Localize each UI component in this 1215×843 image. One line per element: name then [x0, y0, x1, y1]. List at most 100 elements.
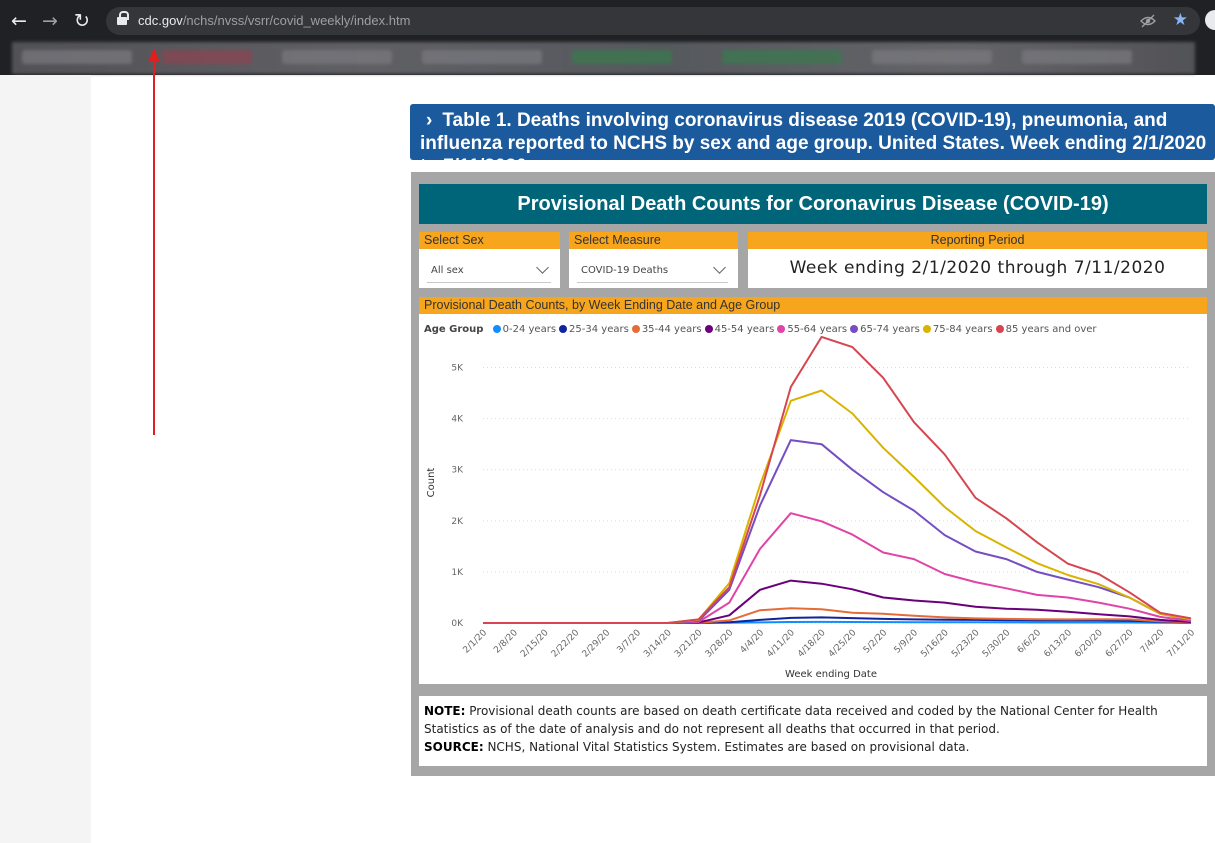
legend-dot-icon — [704, 325, 713, 333]
reporting-period-title: Reporting Period — [748, 232, 1207, 249]
x-tick-label: 2/29/20 — [581, 628, 613, 660]
legend-dot-icon — [559, 325, 568, 333]
y-tick-label: 2K — [451, 517, 464, 527]
measure-slicer-title: Select Measure — [569, 232, 738, 249]
x-tick-label: 4/18/20 — [796, 628, 828, 660]
legend-label: 0-24 years — [502, 324, 557, 335]
legend-dot-icon — [777, 325, 786, 333]
x-tick-label: 3/14/20 — [642, 628, 674, 660]
sex-slicer-title: Select Sex — [419, 232, 560, 249]
table-1-toggle[interactable]: › Table 1. Deaths involving coronavirus d… — [410, 104, 1215, 177]
legend-label: 25-34 years — [569, 324, 629, 335]
x-tick-label: 3/28/20 — [704, 628, 736, 660]
x-tick-label: 7/11/20 — [1166, 628, 1198, 660]
legend-item[interactable]: 25-34 years — [559, 324, 629, 335]
x-tick-label: 2/1/20 — [462, 628, 490, 656]
y-tick-label: 0K — [451, 619, 464, 629]
browser-toolbar: ← → ↻ cdc.gov/nchs/nvss/vsrr/covid_weekl… — [0, 0, 1215, 75]
legend-item[interactable]: 65-74 years — [850, 324, 920, 335]
legend-dot-icon — [492, 325, 501, 333]
measure-dropdown[interactable]: COVID-19 Deaths — [577, 259, 728, 283]
url-text[interactable]: cdc.gov/nchs/nvss/vsrr/covid_weekly/inde… — [138, 13, 410, 28]
x-tick-label: 6/6/20 — [1016, 628, 1044, 656]
legend-label: 65-74 years — [860, 324, 920, 335]
x-tick-label: 2/15/20 — [519, 628, 551, 660]
sex-dropdown[interactable]: All sex — [427, 259, 551, 283]
legend-dot-icon — [922, 325, 931, 333]
source-label: SOURCE: — [424, 740, 484, 754]
y-axis-title: Count — [426, 468, 437, 498]
x-tick-label: 2/8/20 — [492, 628, 520, 656]
line-chart-panel: Provisional Death Counts, by Week Ending… — [419, 297, 1207, 684]
legend-label: 35-44 years — [641, 324, 702, 335]
url-host: cdc.gov — [138, 13, 183, 28]
reload-icon[interactable]: ↻ — [74, 10, 90, 32]
y-tick-label: 5K — [451, 364, 464, 374]
reporting-period-card: Reporting Period Week ending 2/1/2020 th… — [748, 232, 1207, 288]
x-axis-title: Week ending Date — [785, 669, 877, 680]
reporting-period-value: Week ending 2/1/2020 through 7/11/2020 — [789, 258, 1166, 278]
legend-label: 75-84 years — [932, 324, 993, 335]
x-tick-label: 5/16/20 — [919, 628, 951, 660]
y-tick-label: 4K — [451, 415, 464, 425]
legend-item[interactable]: 55-64 years — [777, 324, 847, 335]
x-tick-label: 6/13/20 — [1042, 628, 1074, 660]
x-tick-label: 5/23/20 — [950, 628, 982, 660]
report-banner: Provisional Death Counts for Coronavirus… — [419, 184, 1207, 224]
x-tick-label: 5/9/20 — [893, 628, 921, 656]
table-1-title: Table 1. Deaths involving coronavirus di… — [420, 110, 1207, 177]
legend-item[interactable]: 45-54 years — [704, 324, 775, 335]
x-tick-label: 6/20/20 — [1073, 628, 1105, 660]
x-tick-label: 4/25/20 — [827, 628, 859, 660]
lock-icon — [117, 11, 129, 26]
legend-item[interactable]: 0-24 years — [492, 324, 557, 335]
series-line[interactable] — [483, 389, 1192, 624]
x-tick-label: 5/2/20 — [862, 628, 890, 656]
y-tick-label: 3K — [451, 466, 464, 476]
legend-title: Age Group — [424, 324, 484, 335]
legend-item[interactable]: 35-44 years — [631, 324, 702, 335]
red-annotation-arrow — [148, 48, 160, 435]
legend-label: 85 years and over — [1005, 324, 1097, 335]
note-text: Provisional death counts are based on de… — [424, 704, 1158, 736]
series-line[interactable] — [483, 579, 1192, 624]
x-tick-label: 4/11/20 — [765, 628, 797, 660]
series-line[interactable] — [483, 512, 1192, 624]
chevron-down-icon — [536, 261, 549, 274]
address-bar[interactable]: cdc.gov/nchs/nvss/vsrr/covid_weekly/inde… — [106, 7, 1200, 35]
x-tick-label: 2/22/20 — [550, 628, 582, 660]
measure-dropdown-value: COVID-19 Deaths — [581, 265, 669, 276]
measure-slicer: Select Measure COVID-19 Deaths — [569, 232, 738, 288]
powerbi-report: Provisional Death Counts for Coronavirus… — [411, 172, 1215, 776]
url-path: /nchs/nvss/vsrr/covid_weekly/index.htm — [182, 13, 411, 28]
legend-label: 55-64 years — [787, 324, 848, 335]
chart-legend: Age Group 0-24 years 25-34 years 35-44 yea… — [424, 324, 1100, 335]
note-box: NOTE: Provisional death counts are based… — [419, 696, 1207, 766]
x-tick-label: 7/4/20 — [1139, 628, 1167, 656]
tracking-eye-icon[interactable] — [1140, 13, 1156, 29]
profile-avatar-icon[interactable] — [1205, 10, 1215, 30]
line-chart[interactable]: 0K 1K 2K 3K 4K 5K 2/1/20 2/8/20 2/15/20 2/22/20 2/… — [419, 297, 1207, 684]
forward-icon[interactable]: → — [42, 10, 58, 32]
back-icon[interactable]: ← — [11, 10, 27, 32]
series-line[interactable] — [483, 439, 1192, 624]
legend-dot-icon — [850, 325, 859, 333]
source-text: NCHS, National Vital Statistics System. … — [483, 740, 970, 754]
legend-dot-icon — [995, 325, 1004, 333]
legend-item[interactable]: 85 years and over — [995, 324, 1097, 335]
legend-item[interactable]: 75-84 years — [922, 324, 993, 335]
x-tick-label: 3/21/20 — [673, 628, 705, 660]
left-gutter — [0, 75, 91, 843]
bookmarks-bar — [12, 42, 1195, 74]
sex-dropdown-value: All sex — [431, 265, 464, 276]
series-line[interactable] — [483, 335, 1192, 624]
chevron-right-icon: › — [426, 110, 433, 131]
legend-label: 45-54 years — [714, 324, 775, 335]
y-tick-label: 1K — [451, 568, 464, 578]
legend-dot-icon — [631, 325, 640, 333]
x-tick-label: 3/7/20 — [615, 628, 643, 656]
bookmark-star-icon[interactable]: ★ — [1172, 10, 1188, 30]
x-tick-label: 4/4/20 — [739, 628, 767, 656]
chevron-down-icon — [713, 261, 726, 274]
chart-title: Provisional Death Counts, by Week Ending… — [419, 297, 1207, 314]
